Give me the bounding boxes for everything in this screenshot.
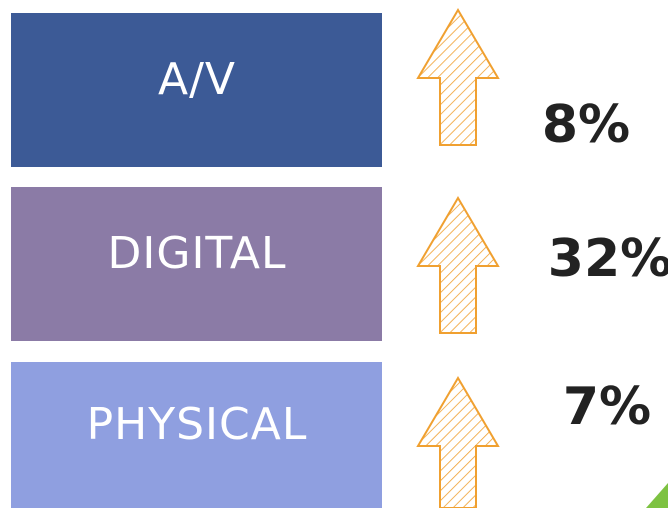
- category-box: [11, 187, 382, 341]
- category-label: PHYSICAL: [87, 399, 308, 450]
- up-arrow: [416, 8, 500, 146]
- change-value: 7%: [563, 377, 651, 437]
- up-arrow: [416, 376, 500, 508]
- change-value: 32%: [548, 229, 668, 289]
- corner-accent: [646, 483, 668, 508]
- category-box: [11, 362, 382, 508]
- up-arrow: [416, 196, 500, 334]
- category-label: DIGITAL: [107, 228, 286, 279]
- category-label: A/V: [158, 54, 236, 105]
- change-value: 8%: [542, 95, 630, 155]
- category-box: [11, 13, 382, 167]
